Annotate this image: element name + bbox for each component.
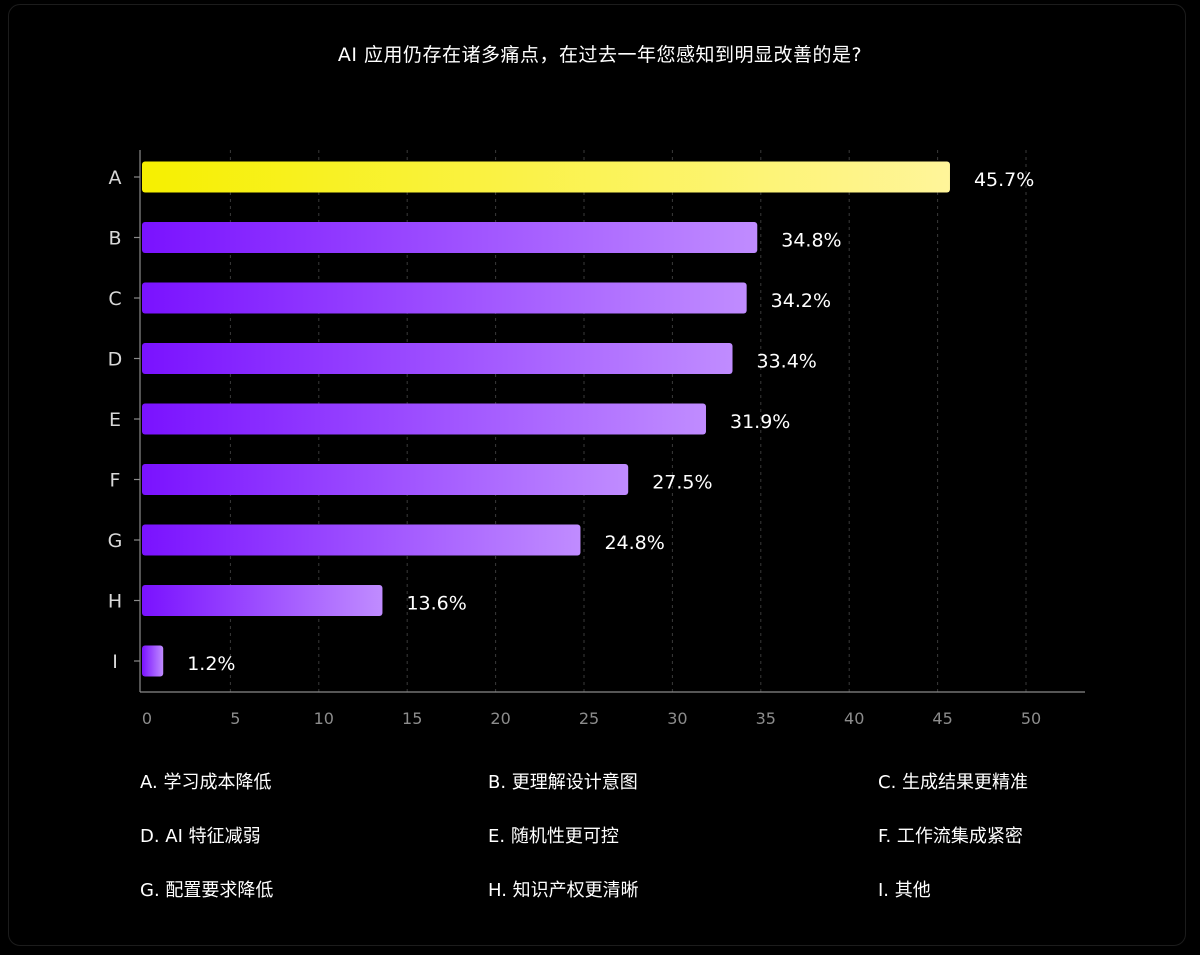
legend-item-a: A. 学习成本降低 [140,772,272,793]
legend-item-i: I. 其他 [878,880,931,901]
legend-item-d: D. AI 特征减弱 [140,826,261,847]
value-label-i: 1.2% [187,653,235,675]
category-label-h: H [108,591,122,613]
category-label-d: D [108,349,123,371]
chart-title: AI 应用仍存在诸多痛点，在过去一年您感知到明显改善的是? [337,44,863,66]
x-tick-label-15: 15 [402,709,422,728]
legend: A. 学习成本降低 B. 更理解设计意图 C. 生成结果更精准 D. AI 特征… [140,768,1100,908]
bar-d [142,343,733,374]
value-label-g: 24.8% [604,532,664,554]
category-label-i: I [112,651,118,673]
legend-item-h: H. 知识产权更清晰 [488,880,639,901]
bar-i [142,645,164,677]
legend-item-c: C. 生成结果更精准 [878,772,1029,793]
x-tick-label-30: 30 [667,709,687,728]
value-label-e: 31.9% [730,411,790,433]
x-tick-label-40: 40 [844,709,864,728]
x-tick-label-10: 10 [314,709,334,728]
category-label-f: F [110,470,121,492]
x-tick-label-25: 25 [579,709,599,728]
value-label-c: 34.2% [771,290,831,312]
category-label-b: B [108,228,121,250]
value-label-a: 45.7% [974,169,1034,191]
value-label-d: 33.4% [757,351,817,373]
bar-b [142,222,758,253]
x-tick-label-50: 50 [1021,709,1041,728]
bar-chart: 0 5 10 15 20 25 30 35 40 45 50 A 45.7% B 34.8% C 34.2% D 3… [108,150,1085,728]
x-tick-label-45: 45 [932,709,952,728]
value-label-h: 13.6% [406,593,466,615]
value-label-f: 27.5% [652,472,712,494]
x-tick-label-5: 5 [230,709,240,728]
category-label-g: G [108,530,123,552]
legend-item-b: B. 更理解设计意图 [488,772,638,793]
category-label-e: E [109,409,121,431]
bar-f [142,464,629,495]
value-label-b: 34.8% [781,230,841,252]
bar-c [142,282,747,314]
x-tick-label-0: 0 [142,709,152,728]
bar-h [142,585,383,616]
category-label-a: A [109,167,122,189]
category-label-c: C [108,288,121,310]
legend-item-f: F. 工作流集成紧密 [878,826,1023,847]
bar-e [142,403,706,435]
legend-item-g: G. 配置要求降低 [140,880,274,901]
x-tick-label-35: 35 [756,709,776,728]
x-tick-label-20: 20 [490,709,510,728]
bar-g [142,524,581,556]
legend-item-e: E. 随机性更可控 [488,826,619,847]
bar-a [142,161,950,193]
